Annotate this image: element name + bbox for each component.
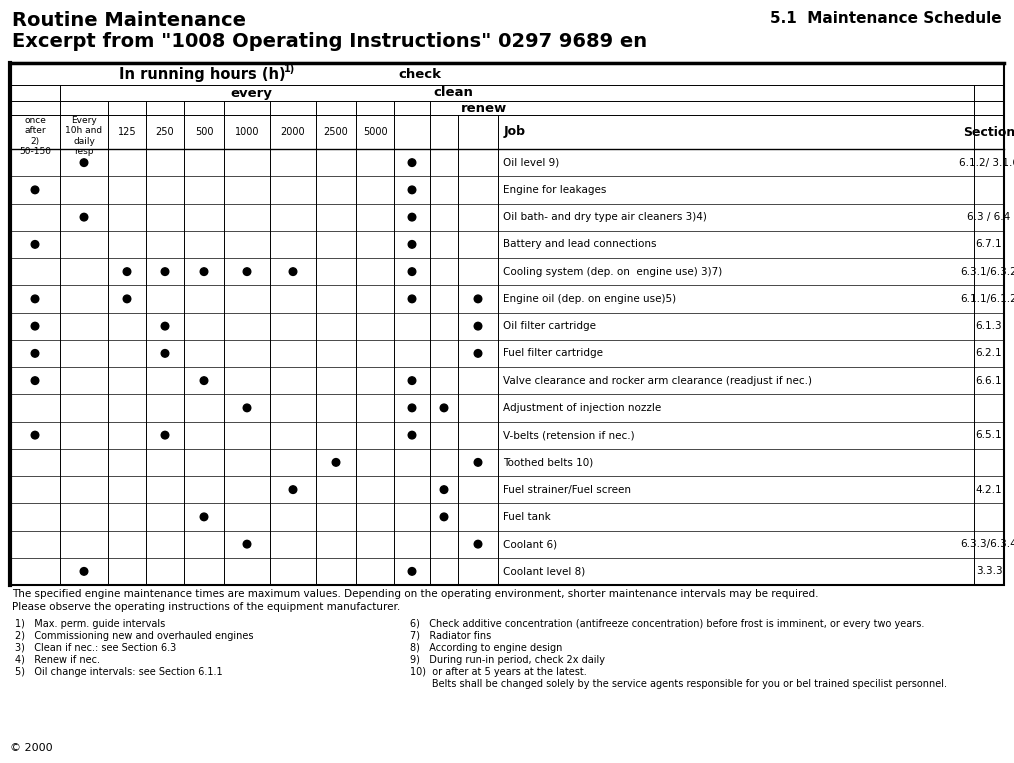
Circle shape	[123, 295, 131, 303]
Text: renew: renew	[461, 101, 507, 114]
Text: 2)   Commissioning new and overhauled engines: 2) Commissioning new and overhauled engi…	[15, 631, 254, 641]
Circle shape	[409, 295, 416, 303]
Text: Job: Job	[504, 125, 526, 139]
Circle shape	[475, 322, 482, 330]
Text: 4)   Renew if nec.: 4) Renew if nec.	[15, 655, 100, 665]
Circle shape	[31, 349, 39, 357]
Circle shape	[409, 186, 416, 194]
Circle shape	[31, 295, 39, 303]
Circle shape	[289, 486, 297, 494]
Text: Cooling system (dep. on  engine use) 3)7): Cooling system (dep. on engine use) 3)7)	[503, 266, 722, 277]
Text: 5)   Oil change intervals: see Section 6.1.1: 5) Oil change intervals: see Section 6.1…	[15, 667, 223, 677]
Circle shape	[31, 377, 39, 385]
Circle shape	[123, 268, 131, 275]
Text: 1)   Max. perm. guide intervals: 1) Max. perm. guide intervals	[15, 619, 165, 629]
Circle shape	[409, 214, 416, 221]
Text: 6.1.3: 6.1.3	[975, 321, 1002, 331]
Circle shape	[200, 513, 208, 520]
Text: Coolant level 8): Coolant level 8)	[503, 566, 585, 576]
Text: 9)   During run-in period, check 2x daily: 9) During run-in period, check 2x daily	[410, 655, 605, 665]
Circle shape	[409, 404, 416, 412]
Text: 6.5.1: 6.5.1	[975, 430, 1002, 440]
Circle shape	[161, 268, 168, 275]
Text: Fuel tank: Fuel tank	[503, 512, 551, 522]
Text: Section: Section	[963, 125, 1014, 139]
Text: 1): 1)	[284, 64, 295, 74]
Text: Fuel filter cartridge: Fuel filter cartridge	[503, 349, 603, 359]
Text: 250: 250	[156, 127, 174, 137]
Text: © 2000: © 2000	[10, 743, 53, 753]
Text: 5.1  Maintenance Schedule: 5.1 Maintenance Schedule	[771, 11, 1002, 26]
Text: 4.2.1: 4.2.1	[975, 485, 1002, 494]
Text: clean: clean	[433, 86, 473, 99]
Circle shape	[333, 459, 340, 466]
Text: once
after
2)
50-150: once after 2) 50-150	[19, 116, 51, 156]
Text: V-belts (retension if nec.): V-belts (retension if nec.)	[503, 430, 635, 440]
Text: every: every	[230, 86, 272, 99]
Text: Oil filter cartridge: Oil filter cartridge	[503, 321, 596, 331]
Circle shape	[440, 404, 448, 412]
Text: Belts shall be changed solely by the service agents responsible for you or bel t: Belts shall be changed solely by the ser…	[410, 679, 947, 689]
Circle shape	[80, 159, 88, 166]
Circle shape	[440, 486, 448, 494]
Circle shape	[243, 268, 250, 275]
Circle shape	[161, 431, 168, 439]
Text: In running hours (h): In running hours (h)	[119, 66, 285, 82]
Text: 2500: 2500	[323, 127, 349, 137]
Circle shape	[200, 377, 208, 385]
Text: 6.3.3/6.3.4: 6.3.3/6.3.4	[960, 539, 1014, 549]
Text: Every
10h and
daily
resp: Every 10h and daily resp	[66, 116, 102, 156]
Circle shape	[409, 268, 416, 275]
Text: 6.3 / 6.4: 6.3 / 6.4	[967, 212, 1011, 222]
Text: The specified engine maintenance times are maximum values. Depending on the oper: The specified engine maintenance times a…	[12, 589, 818, 599]
Circle shape	[409, 240, 416, 248]
Text: 3)   Clean if nec.: see Section 6.3: 3) Clean if nec.: see Section 6.3	[15, 643, 176, 653]
Text: Coolant 6): Coolant 6)	[503, 539, 557, 549]
Text: 500: 500	[195, 127, 213, 137]
Text: Valve clearance and rocker arm clearance (readjust if nec.): Valve clearance and rocker arm clearance…	[503, 375, 812, 385]
Circle shape	[475, 349, 482, 357]
Text: 6.3.1/6.3.2: 6.3.1/6.3.2	[960, 266, 1014, 277]
Text: 1000: 1000	[235, 127, 260, 137]
Text: 2000: 2000	[281, 127, 305, 137]
Text: 6.1.1/6.1.2: 6.1.1/6.1.2	[960, 294, 1014, 304]
Text: 6.2.1: 6.2.1	[975, 349, 1002, 359]
Text: Engine for leakages: Engine for leakages	[503, 185, 606, 195]
Text: Oil bath- and dry type air cleaners 3)4): Oil bath- and dry type air cleaners 3)4)	[503, 212, 707, 222]
Circle shape	[243, 540, 250, 548]
Circle shape	[289, 268, 297, 275]
Text: check: check	[399, 67, 441, 81]
Circle shape	[475, 459, 482, 466]
Text: Battery and lead connections: Battery and lead connections	[503, 240, 656, 250]
Circle shape	[475, 295, 482, 303]
Text: 7)   Radiator fins: 7) Radiator fins	[410, 631, 491, 641]
Text: Toothed belts 10): Toothed belts 10)	[503, 457, 593, 468]
Circle shape	[31, 240, 39, 248]
Text: 6.7.1: 6.7.1	[975, 240, 1002, 250]
Circle shape	[440, 513, 448, 520]
Circle shape	[31, 186, 39, 194]
Text: 10)  or after at 5 years at the latest.: 10) or after at 5 years at the latest.	[410, 667, 587, 677]
Circle shape	[31, 431, 39, 439]
Text: 8)   According to engine design: 8) According to engine design	[410, 643, 563, 653]
Text: Excerpt from "1008 Operating Instructions" 0297 9689 en: Excerpt from "1008 Operating Instruction…	[12, 32, 647, 51]
Text: 125: 125	[118, 127, 136, 137]
Circle shape	[409, 377, 416, 385]
Circle shape	[80, 214, 88, 221]
Circle shape	[161, 322, 168, 330]
Circle shape	[409, 568, 416, 575]
Text: Routine Maintenance: Routine Maintenance	[12, 11, 246, 30]
Circle shape	[475, 540, 482, 548]
Text: Engine oil (dep. on engine use)5): Engine oil (dep. on engine use)5)	[503, 294, 676, 304]
Text: 5000: 5000	[363, 127, 387, 137]
Text: 3.3.3: 3.3.3	[975, 566, 1002, 576]
Text: Adjustment of injection nozzle: Adjustment of injection nozzle	[503, 403, 661, 413]
Bar	[10, 63, 1004, 585]
Text: Please observe the operating instructions of the equipment manufacturer.: Please observe the operating instruction…	[12, 602, 401, 612]
Text: Fuel strainer/Fuel screen: Fuel strainer/Fuel screen	[503, 485, 631, 494]
Circle shape	[200, 268, 208, 275]
Text: 6.1.2/ 3.1.6: 6.1.2/ 3.1.6	[959, 158, 1014, 168]
Circle shape	[161, 349, 168, 357]
Text: 6)   Check additive concentration (antifreeze concentration) before frost is imm: 6) Check additive concentration (antifre…	[410, 619, 925, 629]
Circle shape	[80, 568, 88, 575]
